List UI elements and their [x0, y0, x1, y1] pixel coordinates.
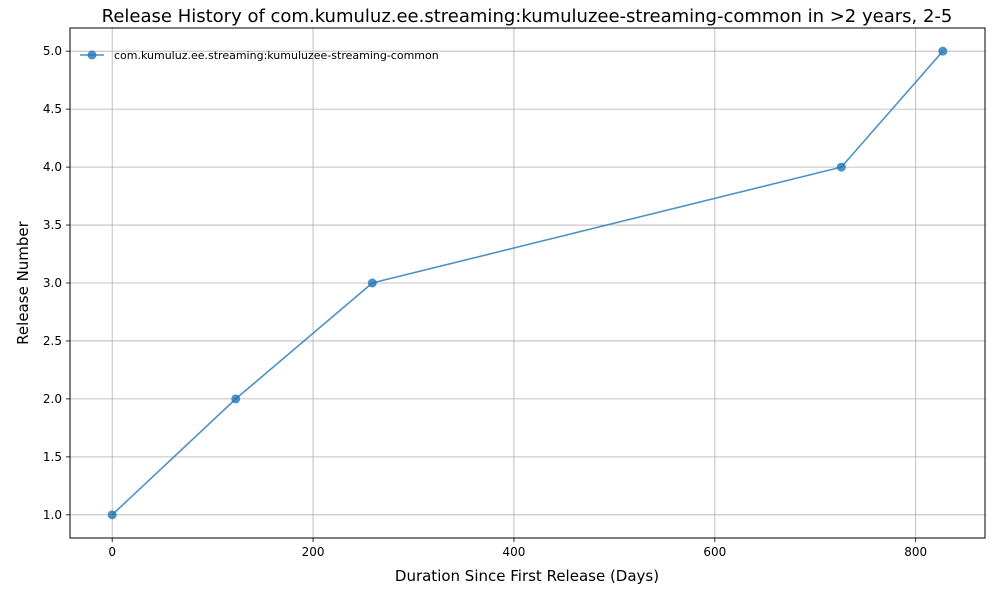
x-tick-label: 400: [502, 545, 525, 559]
y-tick-label: 1.5: [43, 450, 62, 464]
y-tick-label: 3.0: [43, 276, 62, 290]
y-tick-label: 2.5: [43, 334, 62, 348]
x-tick-label: 0: [108, 545, 116, 559]
data-point: [231, 394, 241, 404]
chart-title: Release History of com.kumuluz.ee.stream…: [102, 6, 953, 27]
legend-marker-swatch: [87, 50, 97, 60]
data-point: [107, 510, 117, 520]
x-tick-label: 800: [904, 545, 927, 559]
y-tick-label: 4.5: [43, 102, 62, 116]
x-tick-label: 600: [703, 545, 726, 559]
y-tick-label: 4.0: [43, 160, 62, 174]
y-tick-label: 2.0: [43, 392, 62, 406]
y-tick-label: 1.0: [43, 508, 62, 522]
legend-label: com.kumuluz.ee.streaming:kumuluzee-strea…: [114, 49, 439, 62]
series-layer: [107, 46, 948, 520]
y-axis-ticks: 1.0 1.5 2.0 2.5 3.0 3.5 4.0 4.5 5.0: [43, 44, 70, 522]
x-axis-ticks: 0 200 400 600 800: [108, 538, 927, 559]
data-point: [367, 278, 377, 288]
data-point: [836, 162, 846, 172]
y-tick-label: 3.5: [43, 218, 62, 232]
data-point: [938, 46, 948, 56]
x-tick-label: 200: [302, 545, 325, 559]
x-axis-label: Duration Since First Release (Days): [395, 567, 659, 585]
y-axis-label: Release Number: [14, 220, 32, 344]
legend: com.kumuluz.ee.streaming:kumuluzee-strea…: [80, 49, 439, 62]
grid: [70, 28, 985, 538]
y-tick-label: 5.0: [43, 44, 62, 58]
